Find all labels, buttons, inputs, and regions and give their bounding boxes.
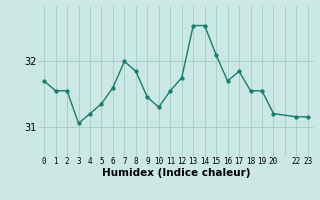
X-axis label: Humidex (Indice chaleur): Humidex (Indice chaleur): [102, 168, 250, 178]
